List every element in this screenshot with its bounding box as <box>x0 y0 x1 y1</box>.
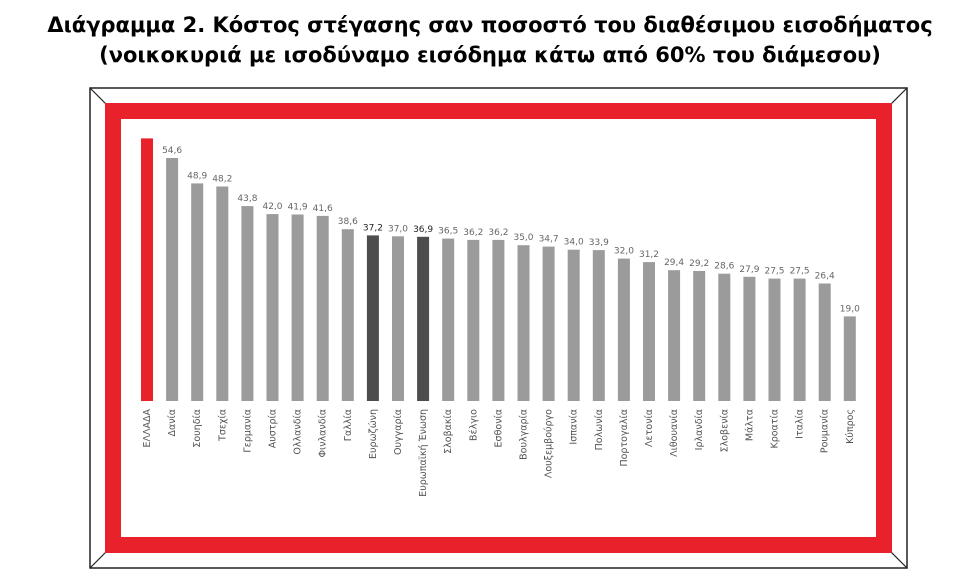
bar-9 <box>366 235 379 401</box>
category-label-4: Γερμανία <box>242 409 253 453</box>
value-label-4: 43,8 <box>237 194 257 204</box>
bar-14 <box>492 239 505 401</box>
category-label-15: Βουλγαρία <box>519 409 530 460</box>
category-label-22: Ιρλανδία <box>694 409 705 450</box>
category-label-20: Λετονία <box>644 409 655 447</box>
value-label-8: 38,6 <box>338 217 358 227</box>
category-label-14: Εσθονία <box>493 409 504 447</box>
bar-11 <box>417 236 430 401</box>
value-label-27: 26,4 <box>815 272 835 282</box>
category-label-27: Ρουμανία <box>820 409 831 453</box>
category-label-18: Πολωνία <box>594 409 605 450</box>
bar-4 <box>241 206 254 401</box>
category-label-3: Τσεχία <box>217 409 228 442</box>
bar-22 <box>693 271 706 401</box>
bar-26 <box>793 278 806 401</box>
category-label-26: Ιταλία <box>795 409 806 439</box>
category-label-7: Φινλανδία <box>318 409 329 457</box>
bar-20 <box>643 262 655 401</box>
category-label-21: Λιθουανία <box>669 409 680 457</box>
category-label-13: Βέλγιο <box>468 409 479 441</box>
bar-27 <box>818 283 831 401</box>
value-label-24: 27,9 <box>739 265 759 275</box>
bar-19 <box>617 258 630 401</box>
bar-24 <box>743 276 756 401</box>
value-label-2: 48,9 <box>187 171 207 181</box>
value-label-18: 33,9 <box>589 238 609 248</box>
category-label-25: Κροατία <box>770 409 781 449</box>
value-label-10: 37,0 <box>388 224 408 234</box>
bar-28 <box>843 316 856 401</box>
figure-title-line-2: (νοικοκυριά με ισοδύναμο εισόδημα κάτω α… <box>99 43 881 67</box>
value-label-19: 32,0 <box>614 247 634 257</box>
value-label-13: 36,2 <box>463 228 483 238</box>
value-label-12: 36,5 <box>438 227 458 237</box>
value-label-28: 19,0 <box>840 304 860 314</box>
value-label-15: 35,0 <box>513 233 533 243</box>
value-label-1: 54,6 <box>162 146 182 156</box>
bar-1 <box>166 158 179 401</box>
category-label-5: Αυστρία <box>268 409 279 448</box>
value-label-25: 27,5 <box>764 267 784 277</box>
bar-21 <box>668 270 681 401</box>
category-label-28: Κύπρος <box>845 409 856 444</box>
bar-17 <box>567 249 580 401</box>
category-label-24: Μάλτα <box>744 409 755 441</box>
value-label-22: 29,2 <box>689 259 709 269</box>
category-label-0: ΕΛΛΑΔΑ <box>142 409 153 448</box>
value-label-17: 34,0 <box>564 238 584 248</box>
value-label-5: 42,0 <box>262 202 282 212</box>
value-label-16: 34,7 <box>539 235 559 245</box>
bar-2 <box>191 183 204 401</box>
category-label-2: Σουηδία <box>192 409 203 448</box>
category-label-23: Σλοβενία <box>719 409 730 452</box>
category-label-17: Ισπανία <box>569 409 580 445</box>
bar-16 <box>542 246 555 401</box>
bar-8 <box>341 229 354 401</box>
figure-title-line-1: Διάγραμμα 2. Κόστος στέγασης σαν ποσοστό… <box>47 13 933 37</box>
bar-3 <box>216 186 229 401</box>
bar-23 <box>718 273 731 401</box>
value-labels-group: 54,6 48,9 48,2 43,8 42,0 41,9 41,6 38,6 37,2 37,0… <box>162 146 860 314</box>
bar-10 <box>392 236 404 401</box>
category-label-19: Πορτογαλία <box>619 409 630 467</box>
category-labels-group: ΕΛΛΑΔΑ Δανία Σουηδία Τσεχία Γερμανία Αυστρία Ο… <box>142 409 856 497</box>
bar-6 <box>291 214 304 401</box>
category-label-11: Ευρωπαϊκή Ένωση <box>418 409 429 497</box>
value-label-6: 41,9 <box>288 203 308 213</box>
bar-0 <box>141 138 153 401</box>
bar-13 <box>467 239 480 401</box>
value-label-21: 29,4 <box>664 258 684 268</box>
value-label-14: 36,2 <box>488 228 508 238</box>
category-label-8: Γαλλία <box>343 409 354 441</box>
bar-7 <box>316 215 329 401</box>
value-label-9: 37,2 <box>363 223 383 233</box>
value-label-7: 41,6 <box>313 204 333 214</box>
bar-5 <box>266 214 279 401</box>
value-label-11: 36,9 <box>413 225 433 235</box>
category-label-12: Σλοβακία <box>443 409 454 454</box>
category-label-10: Ουγγαρία <box>393 409 404 455</box>
bars-group <box>141 138 856 401</box>
bar-25 <box>768 278 781 401</box>
bar-12 <box>442 238 455 401</box>
value-label-3: 48,2 <box>212 175 232 185</box>
category-label-9: Ευρωζώνη <box>368 409 379 459</box>
category-label-6: Ολλανδία <box>293 409 304 455</box>
value-label-26: 27,5 <box>790 267 810 277</box>
value-label-23: 28,6 <box>714 262 734 272</box>
value-label-20: 31,2 <box>639 250 659 260</box>
bar-15 <box>517 245 530 401</box>
category-label-16: Λουξεμβούργο <box>544 409 555 478</box>
category-label-1: Δανία <box>167 409 178 437</box>
red-frame-border <box>105 103 892 553</box>
bar-18 <box>592 250 605 401</box>
